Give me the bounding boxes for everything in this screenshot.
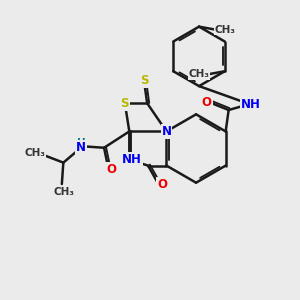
Text: H: H — [77, 138, 85, 148]
Text: NH: NH — [241, 98, 261, 111]
Text: N: N — [161, 125, 172, 138]
Text: CH₃: CH₃ — [54, 188, 75, 197]
Text: CH₃: CH₃ — [188, 69, 209, 79]
Text: CH₃: CH₃ — [24, 148, 45, 158]
Text: N: N — [76, 141, 86, 154]
Text: CH₃: CH₃ — [214, 25, 236, 34]
Text: O: O — [202, 96, 212, 109]
Text: S: S — [140, 74, 148, 87]
Text: O: O — [106, 163, 116, 176]
Text: S: S — [121, 97, 129, 110]
Text: NH: NH — [122, 153, 142, 166]
Text: O: O — [157, 178, 167, 190]
